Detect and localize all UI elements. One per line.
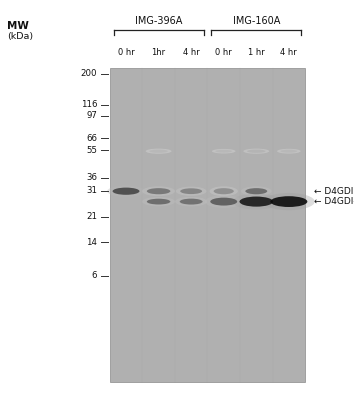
Text: IMG-396A: IMG-396A [135, 16, 182, 26]
Ellipse shape [239, 196, 273, 207]
Ellipse shape [210, 198, 237, 206]
Bar [110, 68, 305, 382]
Text: 1 hr: 1 hr [248, 48, 265, 57]
Ellipse shape [214, 188, 234, 194]
Ellipse shape [145, 149, 172, 154]
Text: 200: 200 [81, 70, 97, 78]
Ellipse shape [270, 196, 307, 207]
Ellipse shape [280, 150, 297, 153]
Text: 116: 116 [81, 100, 97, 109]
Ellipse shape [243, 149, 269, 154]
Ellipse shape [263, 193, 315, 210]
Text: MW: MW [7, 21, 29, 31]
Ellipse shape [107, 186, 145, 197]
Ellipse shape [233, 194, 280, 210]
Ellipse shape [147, 188, 170, 194]
Ellipse shape [175, 197, 207, 206]
Text: 0 hr: 0 hr [118, 48, 135, 57]
Ellipse shape [142, 186, 175, 196]
Ellipse shape [210, 186, 238, 196]
Text: 97: 97 [86, 112, 97, 120]
Ellipse shape [245, 188, 267, 194]
Ellipse shape [241, 186, 272, 196]
Ellipse shape [176, 186, 206, 196]
Text: (kDa): (kDa) [7, 32, 33, 40]
Text: 0 hr: 0 hr [215, 48, 232, 57]
Ellipse shape [212, 149, 235, 154]
Text: 66: 66 [86, 134, 97, 143]
Text: 55: 55 [86, 146, 97, 155]
Text: ← D4GDI-cv: ← D4GDI-cv [314, 197, 354, 206]
Text: ← D4GDI: ← D4GDI [314, 187, 353, 196]
Ellipse shape [180, 199, 202, 204]
Ellipse shape [142, 197, 175, 206]
Text: 21: 21 [86, 212, 97, 221]
Text: 6: 6 [92, 272, 97, 280]
Text: 14: 14 [86, 238, 97, 247]
Ellipse shape [113, 188, 139, 195]
Ellipse shape [180, 188, 202, 194]
Ellipse shape [205, 195, 242, 208]
Text: 1hr: 1hr [152, 48, 166, 57]
Text: 31: 31 [86, 186, 97, 195]
Text: IMG-160A: IMG-160A [233, 16, 280, 26]
Text: 4 hr: 4 hr [280, 48, 297, 57]
Text: 4 hr: 4 hr [183, 48, 200, 57]
Ellipse shape [147, 199, 170, 204]
Ellipse shape [247, 150, 266, 153]
Ellipse shape [277, 149, 301, 154]
Text: 36: 36 [86, 173, 97, 182]
Ellipse shape [215, 150, 232, 153]
Ellipse shape [149, 150, 168, 153]
